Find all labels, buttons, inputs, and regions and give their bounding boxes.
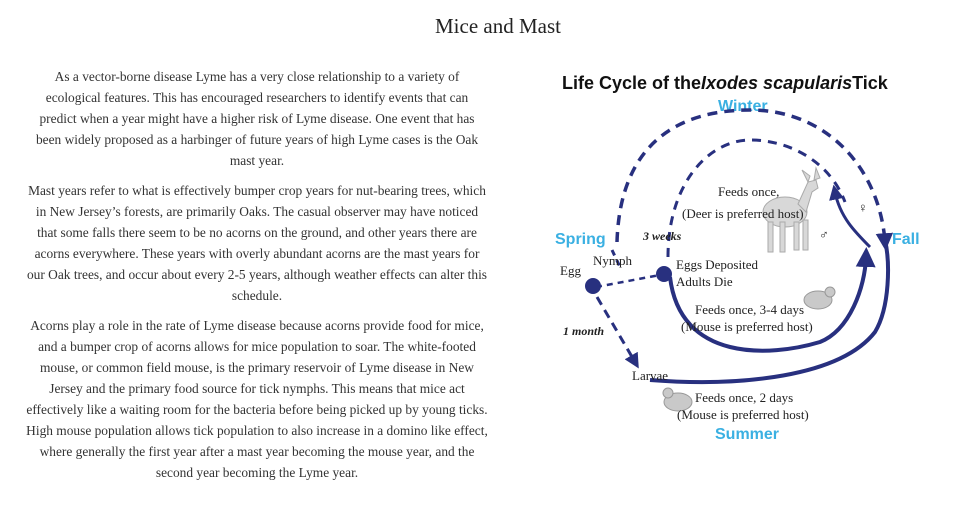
- season-fall: Fall: [892, 231, 920, 248]
- nymph-host-label: (Mouse is preferred host): [681, 319, 813, 334]
- mouse-icon: [662, 387, 693, 412]
- egg-to-larvae-arrow: [595, 296, 639, 369]
- stage-nymph-label: Nymph: [593, 253, 633, 268]
- female-symbol-icon: ♀: [858, 200, 868, 215]
- deer-icon: [762, 166, 821, 253]
- egg-dashed-link: [595, 273, 661, 289]
- one-month-label: 1 month: [563, 324, 604, 338]
- adult-return-arc: [829, 184, 872, 249]
- adult-host-label: (Deer is preferred host): [682, 206, 804, 221]
- nymph-dashed-drop: [610, 249, 622, 268]
- season-spring: Spring: [555, 231, 606, 248]
- paragraph-3: Acorns play a role in the rate of Lyme d…: [26, 318, 488, 480]
- season-summer: Summer: [715, 426, 779, 443]
- eggs-deposited-label: Eggs Deposited: [676, 257, 758, 272]
- tick-life-cycle-diagram: Life Cycle of theIxodes scapularisTick W…: [555, 73, 920, 443]
- adult-feeding-label: Feeds once,: [718, 184, 779, 199]
- paragraph-2: Mast years refer to what is effectively …: [26, 183, 488, 303]
- larvae-feed-arc: [649, 239, 890, 385]
- eggs-deposited-dot: [656, 266, 672, 282]
- egg-dot: [585, 278, 601, 294]
- three-weeks-label: 3 weeks: [642, 229, 682, 243]
- diagram-title-suffix: Tick: [852, 73, 889, 93]
- inner-dashed-arc: [666, 138, 847, 258]
- stage-larvae-label: Larvae: [632, 368, 668, 383]
- diagram-title-species: Ixodes scapularis: [701, 73, 852, 93]
- diagram-title: Life Cycle of theIxodes scapularisTick: [562, 73, 889, 93]
- male-symbol-icon: ♂: [819, 227, 829, 242]
- larvae-host-label: (Mouse is preferred host): [677, 407, 809, 422]
- page-title: Mice and Mast: [435, 14, 561, 38]
- diagram-title-prefix: Life Cycle of the: [562, 73, 701, 93]
- mouse-icon: [803, 286, 836, 310]
- larvae-feeding-label: Feeds once, 2 days: [695, 390, 793, 405]
- nymph-feed-arc: [668, 247, 876, 353]
- article-body: As a vector-borne disease Lyme has a ver…: [26, 66, 488, 492]
- outer-dashed-arc: [615, 108, 894, 251]
- paragraph-1: As a vector-borne disease Lyme has a ver…: [35, 69, 479, 168]
- stage-egg-label: Egg: [560, 263, 581, 278]
- nymph-feeding-label: Feeds once, 3-4 days: [695, 302, 804, 317]
- adults-die-label: Adults Die: [676, 274, 733, 289]
